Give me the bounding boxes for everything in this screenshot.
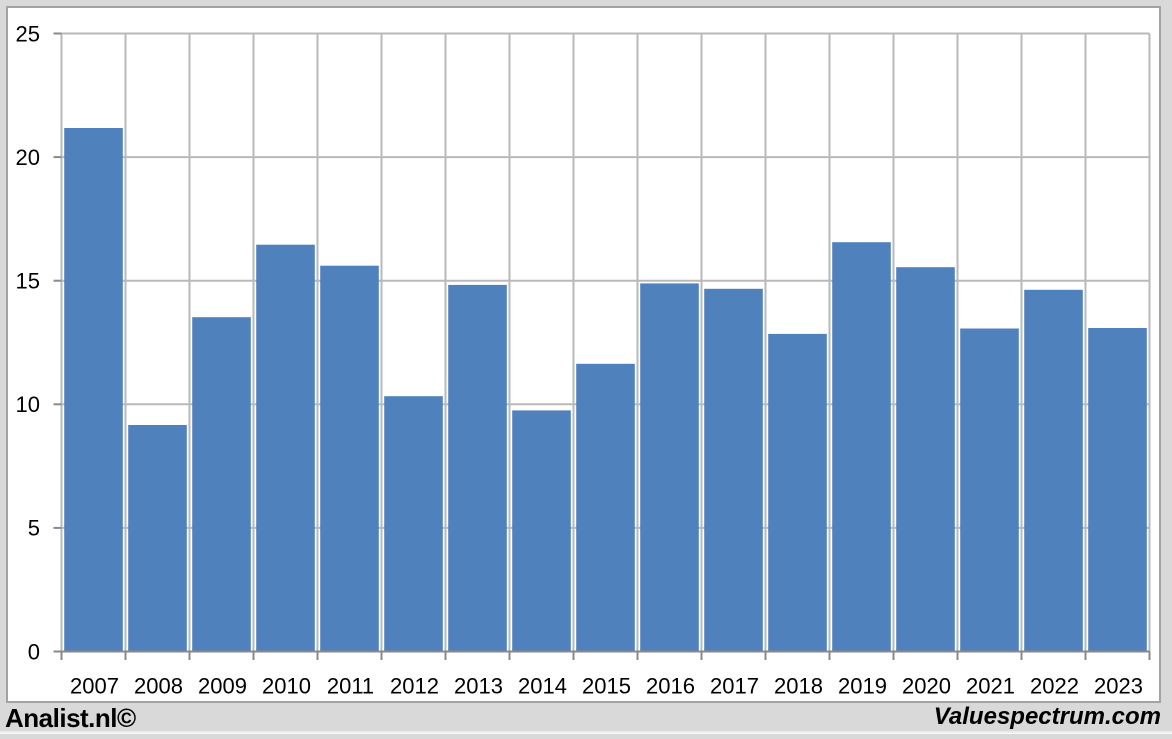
svg-text:2012: 2012	[390, 673, 439, 698]
svg-text:2022: 2022	[1030, 673, 1079, 698]
svg-text:2011: 2011	[327, 673, 374, 698]
svg-text:5: 5	[28, 516, 40, 541]
svg-text:0: 0	[28, 639, 40, 664]
svg-text:2020: 2020	[902, 673, 951, 698]
svg-text:2023: 2023	[1094, 673, 1143, 698]
svg-text:2021: 2021	[966, 673, 1015, 698]
svg-text:2014: 2014	[518, 673, 567, 698]
svg-text:2008: 2008	[134, 673, 183, 698]
svg-text:10: 10	[16, 392, 40, 417]
svg-text:2010: 2010	[262, 673, 311, 698]
svg-text:2017: 2017	[710, 673, 759, 698]
svg-text:15: 15	[16, 269, 40, 294]
svg-text:Valuespectrum.com: Valuespectrum.com	[934, 703, 1161, 730]
svg-text:2013: 2013	[454, 673, 503, 698]
svg-text:2015: 2015	[582, 673, 631, 698]
svg-text:20: 20	[16, 145, 40, 170]
svg-text:2019: 2019	[838, 673, 887, 698]
svg-text:2007: 2007	[70, 673, 119, 698]
svg-text:2009: 2009	[198, 673, 247, 698]
svg-text:25: 25	[16, 21, 40, 46]
svg-text:2018: 2018	[774, 673, 823, 698]
svg-text:Analist.nl©: Analist.nl©	[5, 703, 136, 733]
svg-text:2016: 2016	[646, 673, 695, 698]
